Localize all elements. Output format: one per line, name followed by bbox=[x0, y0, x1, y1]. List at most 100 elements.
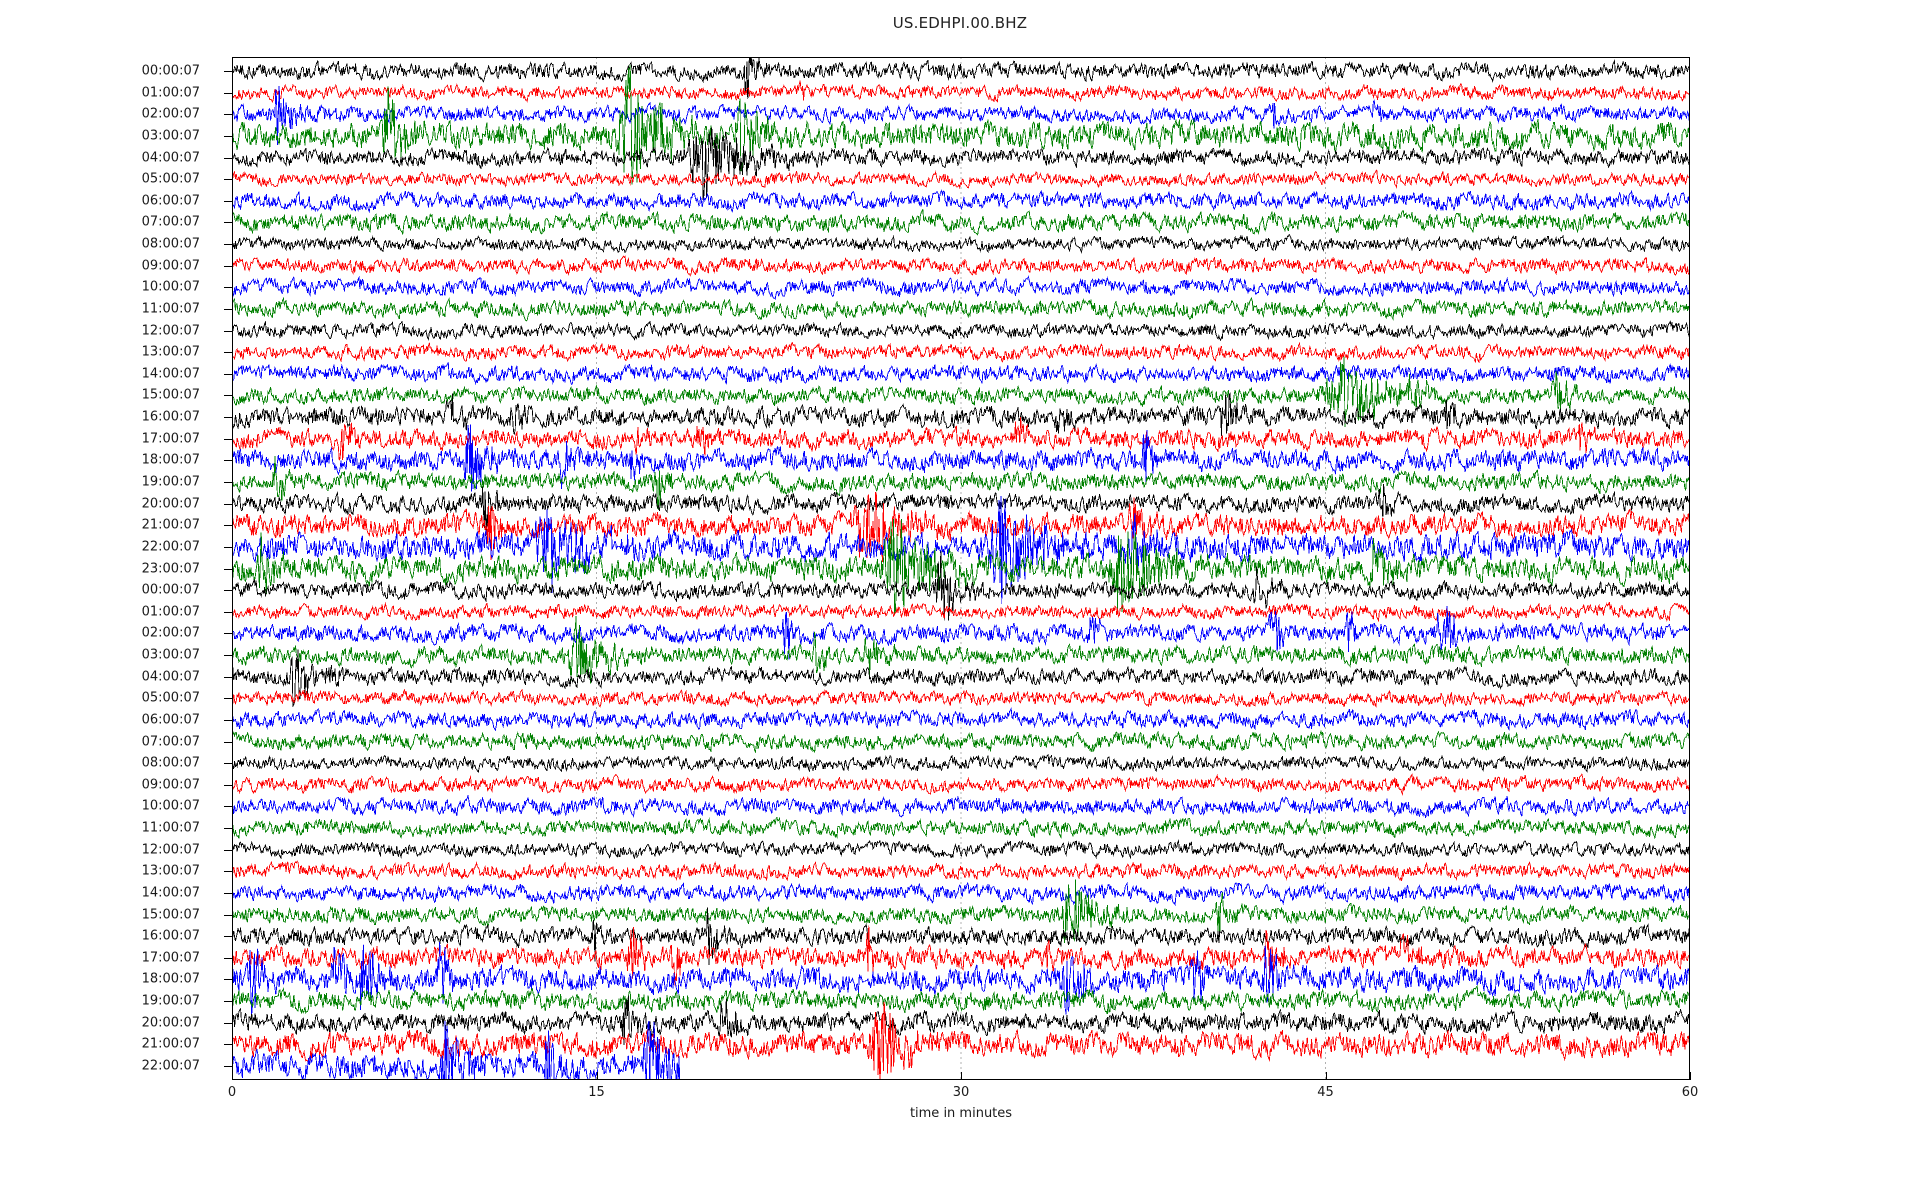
y-axis-tick-mark bbox=[224, 1001, 232, 1003]
y-axis-tick-mark bbox=[224, 590, 232, 592]
trace-line bbox=[232, 80, 1690, 104]
y-axis-tick-label: 19:00:07 bbox=[141, 993, 200, 1009]
y-axis-tick-mark bbox=[224, 871, 232, 873]
y-axis-tick-mark bbox=[224, 892, 232, 894]
y-axis-tick-label: 20:00:07 bbox=[141, 1015, 200, 1031]
trace-line bbox=[232, 127, 1690, 201]
y-axis-tick-mark bbox=[224, 698, 232, 700]
page-title: US.EDHPI.00.BHZ bbox=[892, 14, 1028, 32]
y-axis-tick-label: 13:00:07 bbox=[141, 344, 200, 360]
y-axis-tick-label: 03:00:07 bbox=[141, 128, 200, 144]
x-axis-tick-label: 60 bbox=[1681, 1085, 1699, 1100]
trace-line bbox=[232, 942, 1690, 1016]
y-axis-tick-label: 21:00:07 bbox=[141, 517, 200, 533]
plot-axes bbox=[232, 57, 1690, 1080]
y-axis-tick-label: 01:00:07 bbox=[141, 604, 200, 620]
trace-line bbox=[232, 65, 1690, 185]
trace-line bbox=[232, 208, 1690, 236]
y-axis-tick-mark bbox=[224, 244, 232, 246]
y-axis-tick-mark bbox=[224, 611, 232, 613]
y-axis-tick-mark bbox=[224, 92, 232, 94]
x-axis-tick-mark bbox=[596, 1072, 598, 1080]
y-axis-tick-label: 12:00:07 bbox=[141, 323, 200, 339]
y-axis-tick-mark bbox=[224, 806, 232, 808]
y-axis-tick-mark bbox=[224, 979, 232, 981]
y-axis-tick-mark bbox=[224, 1066, 232, 1067]
trace-line bbox=[232, 794, 1690, 818]
y-axis-tick-label: 05:00:07 bbox=[141, 690, 200, 706]
trace-line bbox=[232, 839, 1690, 860]
trace-line bbox=[232, 341, 1690, 364]
y-axis-tick-label: 02:00:07 bbox=[141, 106, 200, 122]
y-axis-tick-label: 08:00:07 bbox=[141, 755, 200, 771]
trace-line bbox=[232, 996, 1690, 1045]
y-axis-tick-mark bbox=[224, 460, 232, 462]
y-axis-tick-mark bbox=[224, 352, 232, 354]
y-axis-tick-label: 10:00:07 bbox=[141, 279, 200, 295]
trace-line bbox=[232, 85, 1690, 146]
y-axis-tick-label: 00:00:07 bbox=[141, 582, 200, 598]
x-axis-tick-mark bbox=[961, 1072, 962, 1080]
trace-line bbox=[232, 255, 1690, 277]
x-axis: 0 15 30 45 60 bbox=[228, 1072, 1698, 1140]
y-axis-tick-mark bbox=[224, 438, 232, 440]
trace-line bbox=[232, 361, 1690, 386]
trace-line bbox=[232, 605, 1690, 660]
y-axis-tick-mark bbox=[224, 395, 232, 397]
y-axis-tick-mark bbox=[224, 568, 232, 570]
trace-line bbox=[232, 1002, 1690, 1080]
trace-line bbox=[232, 1020, 681, 1080]
y-axis-tick-mark bbox=[224, 373, 232, 375]
y-axis-tick-mark bbox=[224, 633, 232, 635]
trace-line bbox=[232, 392, 1690, 436]
y-axis-tick-label: 17:00:07 bbox=[141, 950, 200, 966]
y-axis-tick-label: 01:00:07 bbox=[141, 85, 200, 101]
trace-line bbox=[232, 484, 1690, 537]
x-axis-tick-label: 45 bbox=[1317, 1085, 1334, 1100]
trace-line bbox=[232, 233, 1690, 254]
trace-line bbox=[232, 729, 1690, 754]
y-axis-tick-label: 21:00:07 bbox=[141, 1036, 200, 1052]
y-axis-tick-label: 15:00:07 bbox=[141, 907, 200, 923]
y-axis-tick-mark bbox=[224, 200, 232, 202]
y-axis-tick-label: 07:00:07 bbox=[141, 734, 200, 750]
y-axis-tick-label: 12:00:07 bbox=[141, 842, 200, 858]
y-axis-tick-mark bbox=[224, 828, 232, 830]
y-axis-tick-mark bbox=[224, 676, 232, 678]
trace-line bbox=[232, 169, 1690, 189]
y-axis-tick-mark bbox=[224, 71, 232, 72]
y-axis-tick-mark bbox=[224, 417, 232, 419]
y-axis-tick-mark bbox=[224, 763, 232, 765]
y-axis-tick-mark bbox=[224, 135, 232, 137]
trace-line bbox=[232, 707, 1690, 732]
trace-line bbox=[232, 496, 1690, 604]
y-axis-tick-label: 16:00:07 bbox=[141, 409, 200, 425]
y-axis-tick-label: 18:00:07 bbox=[141, 971, 200, 987]
trace-line bbox=[232, 881, 1690, 907]
y-axis-tick-label: 06:00:07 bbox=[141, 712, 200, 728]
y-axis-tick-mark bbox=[224, 330, 232, 332]
trace-line bbox=[232, 907, 1690, 966]
y-axis-tick-label: 02:00:07 bbox=[141, 625, 200, 641]
trace-line bbox=[232, 688, 1690, 708]
y-axis-tick-mark bbox=[224, 265, 232, 267]
y-axis-tick-label: 13:00:07 bbox=[141, 863, 200, 879]
trace-line bbox=[232, 773, 1690, 796]
x-axis-tick-mark bbox=[1325, 1072, 1327, 1080]
y-axis-tick-mark bbox=[224, 719, 232, 721]
y-axis-tick-mark bbox=[224, 957, 232, 959]
trace-line bbox=[232, 616, 1690, 684]
y-axis-tick-mark bbox=[224, 287, 232, 289]
trace-line bbox=[232, 550, 1690, 621]
y-axis-tick-mark bbox=[224, 784, 232, 786]
y-axis-tick-mark bbox=[224, 936, 232, 938]
y-axis-tick-label: 22:00:07 bbox=[141, 539, 200, 555]
trace-line bbox=[232, 491, 1690, 563]
y-axis-tick-label: 14:00:07 bbox=[141, 885, 200, 901]
y-axis-labels: 00:00:07 01:00:07 02:00:07 03:00:07 04:00:07… bbox=[0, 57, 232, 1080]
trace-line bbox=[232, 519, 1690, 615]
y-axis-tick-label: 10:00:07 bbox=[141, 798, 200, 814]
y-axis-tick-label: 05:00:07 bbox=[141, 171, 200, 187]
y-axis-tick-label: 22:00:07 bbox=[141, 1058, 200, 1074]
